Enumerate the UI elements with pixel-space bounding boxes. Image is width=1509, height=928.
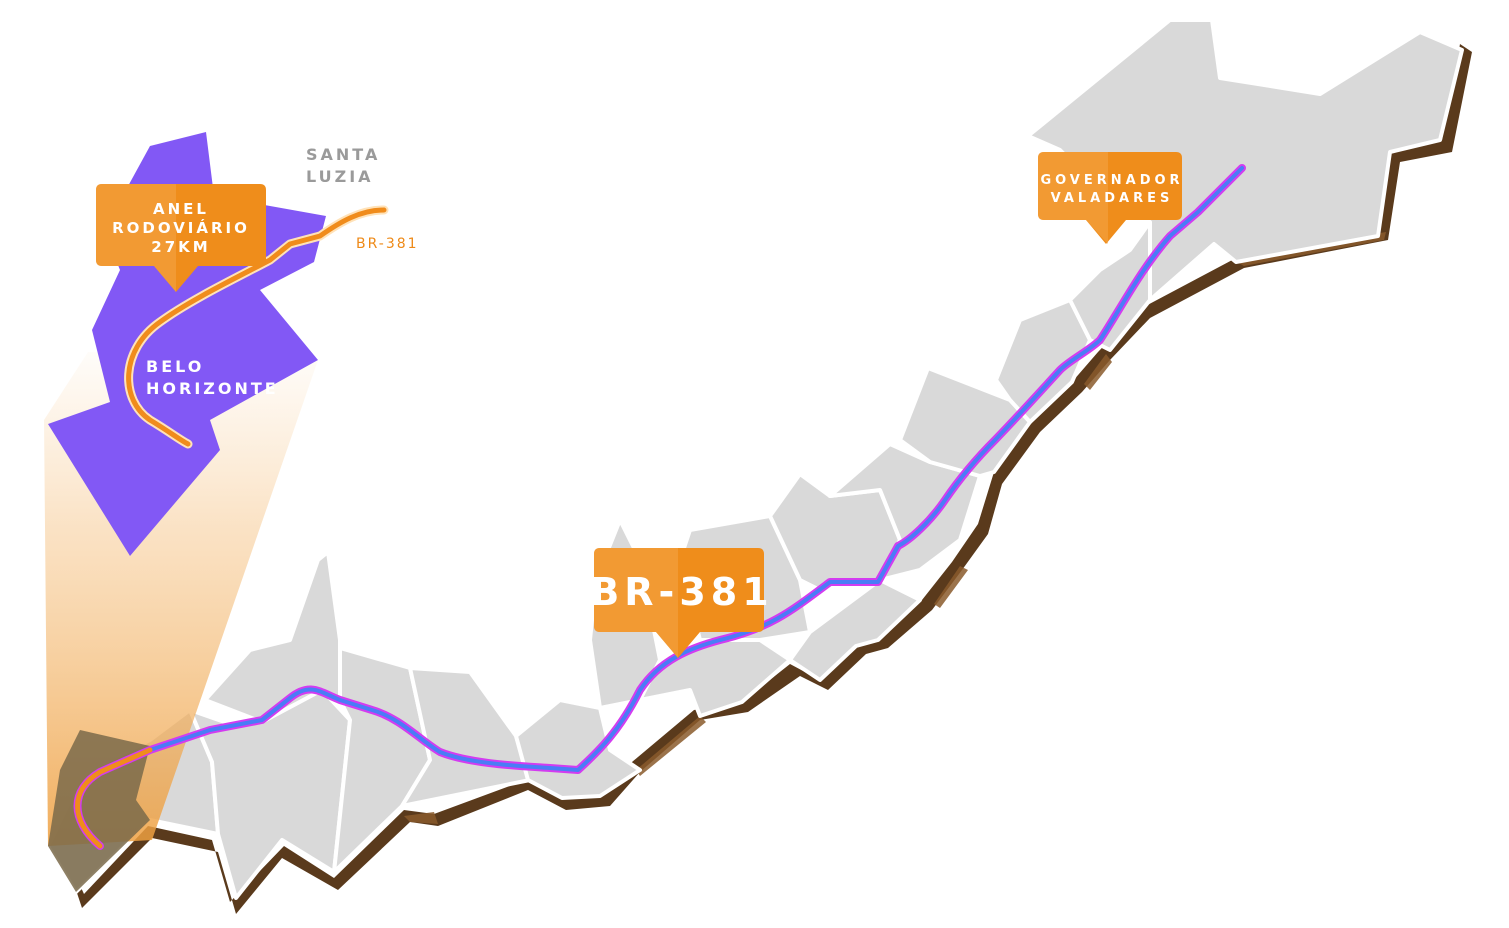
region-east-1	[828, 442, 982, 582]
anel-route-line	[126, 207, 387, 447]
anel-rodoviario-route	[124, 205, 389, 449]
br381-callout: BR-381	[590, 548, 773, 658]
region-east-3	[994, 298, 1092, 424]
valadares-callout: GOVERNADOR VALADARES	[1038, 152, 1183, 244]
inset-road-label: BR-381	[356, 236, 419, 252]
city-belo-horizonte: BELO HORIZONTE	[146, 357, 279, 398]
region-west-3	[203, 550, 342, 724]
valadares-callout-shade	[1038, 152, 1108, 244]
region-center-6	[788, 578, 922, 682]
br381-route-bh-segment	[75, 747, 153, 849]
br381-callout-label: BR-381	[590, 570, 773, 614]
belo-horizonte-line-1: BELO	[146, 357, 204, 376]
anel-callout-line-1: ANEL	[153, 200, 209, 218]
valadares-callout-line-2: VALADARES	[1051, 191, 1174, 206]
valadares-callout-line-1: GOVERNADOR	[1040, 173, 1183, 188]
anel-callout: ANEL RODOVIÁRIO 27KM	[96, 184, 266, 292]
region-east-2	[898, 366, 1032, 478]
region-center-3	[638, 638, 792, 718]
region-center-1	[514, 698, 642, 800]
br381-route-blue	[75, 166, 1244, 848]
anel-callout-shade	[96, 184, 176, 292]
anel-callout-line-3: 27KM	[151, 238, 210, 256]
city-santa-luzia: SANTA LUZIA	[306, 145, 380, 186]
anel-callout-line-2: RODOVIÁRIO	[112, 218, 250, 237]
santa-luzia-line-1: SANTA	[306, 145, 380, 164]
br381-route	[73, 164, 1246, 850]
santa-luzia-line-2: LUZIA	[306, 167, 374, 186]
br381-callout-shade	[594, 548, 678, 658]
bh-highlight-region	[48, 730, 150, 892]
belo-horizonte-line-2: HORIZONTE	[146, 379, 279, 398]
